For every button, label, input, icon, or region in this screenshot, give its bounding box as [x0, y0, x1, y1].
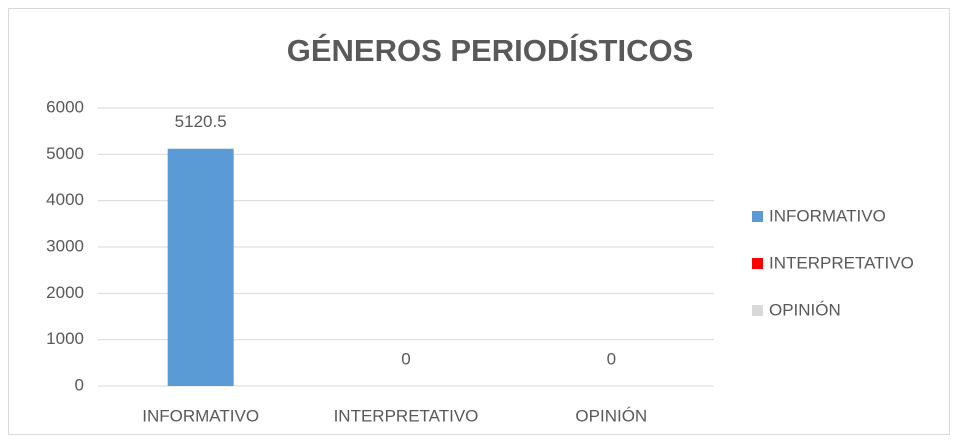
x-tick-label: OPINIÓN [575, 406, 647, 425]
y-tick-label: 0 [75, 375, 84, 394]
y-tick-label: 5000 [46, 144, 84, 163]
chart-border [8, 8, 950, 435]
chart-title: GÉNEROS PERIODÍSTICOS [287, 33, 694, 68]
y-tick-label: 2000 [46, 283, 84, 302]
data-label: 0 [401, 349, 410, 368]
legend-swatch [752, 305, 763, 316]
y-tick-label: 6000 [46, 97, 84, 116]
legend-swatch [752, 211, 763, 222]
y-tick-label: 3000 [46, 236, 84, 255]
legend-label: INTERPRETATIVO [769, 253, 914, 272]
legend-swatch [752, 258, 763, 269]
data-label: 0 [607, 349, 616, 368]
bar [167, 148, 234, 386]
y-tick-label: 4000 [46, 190, 84, 209]
y-tick-label: 1000 [46, 329, 84, 348]
legend-label: INFORMATIVO [769, 206, 886, 225]
legend-label: OPINIÓN [769, 300, 841, 319]
data-label: 5120.5 [175, 112, 227, 131]
x-tick-label: INFORMATIVO [142, 406, 259, 425]
x-tick-label: INTERPRETATIVO [334, 406, 479, 425]
